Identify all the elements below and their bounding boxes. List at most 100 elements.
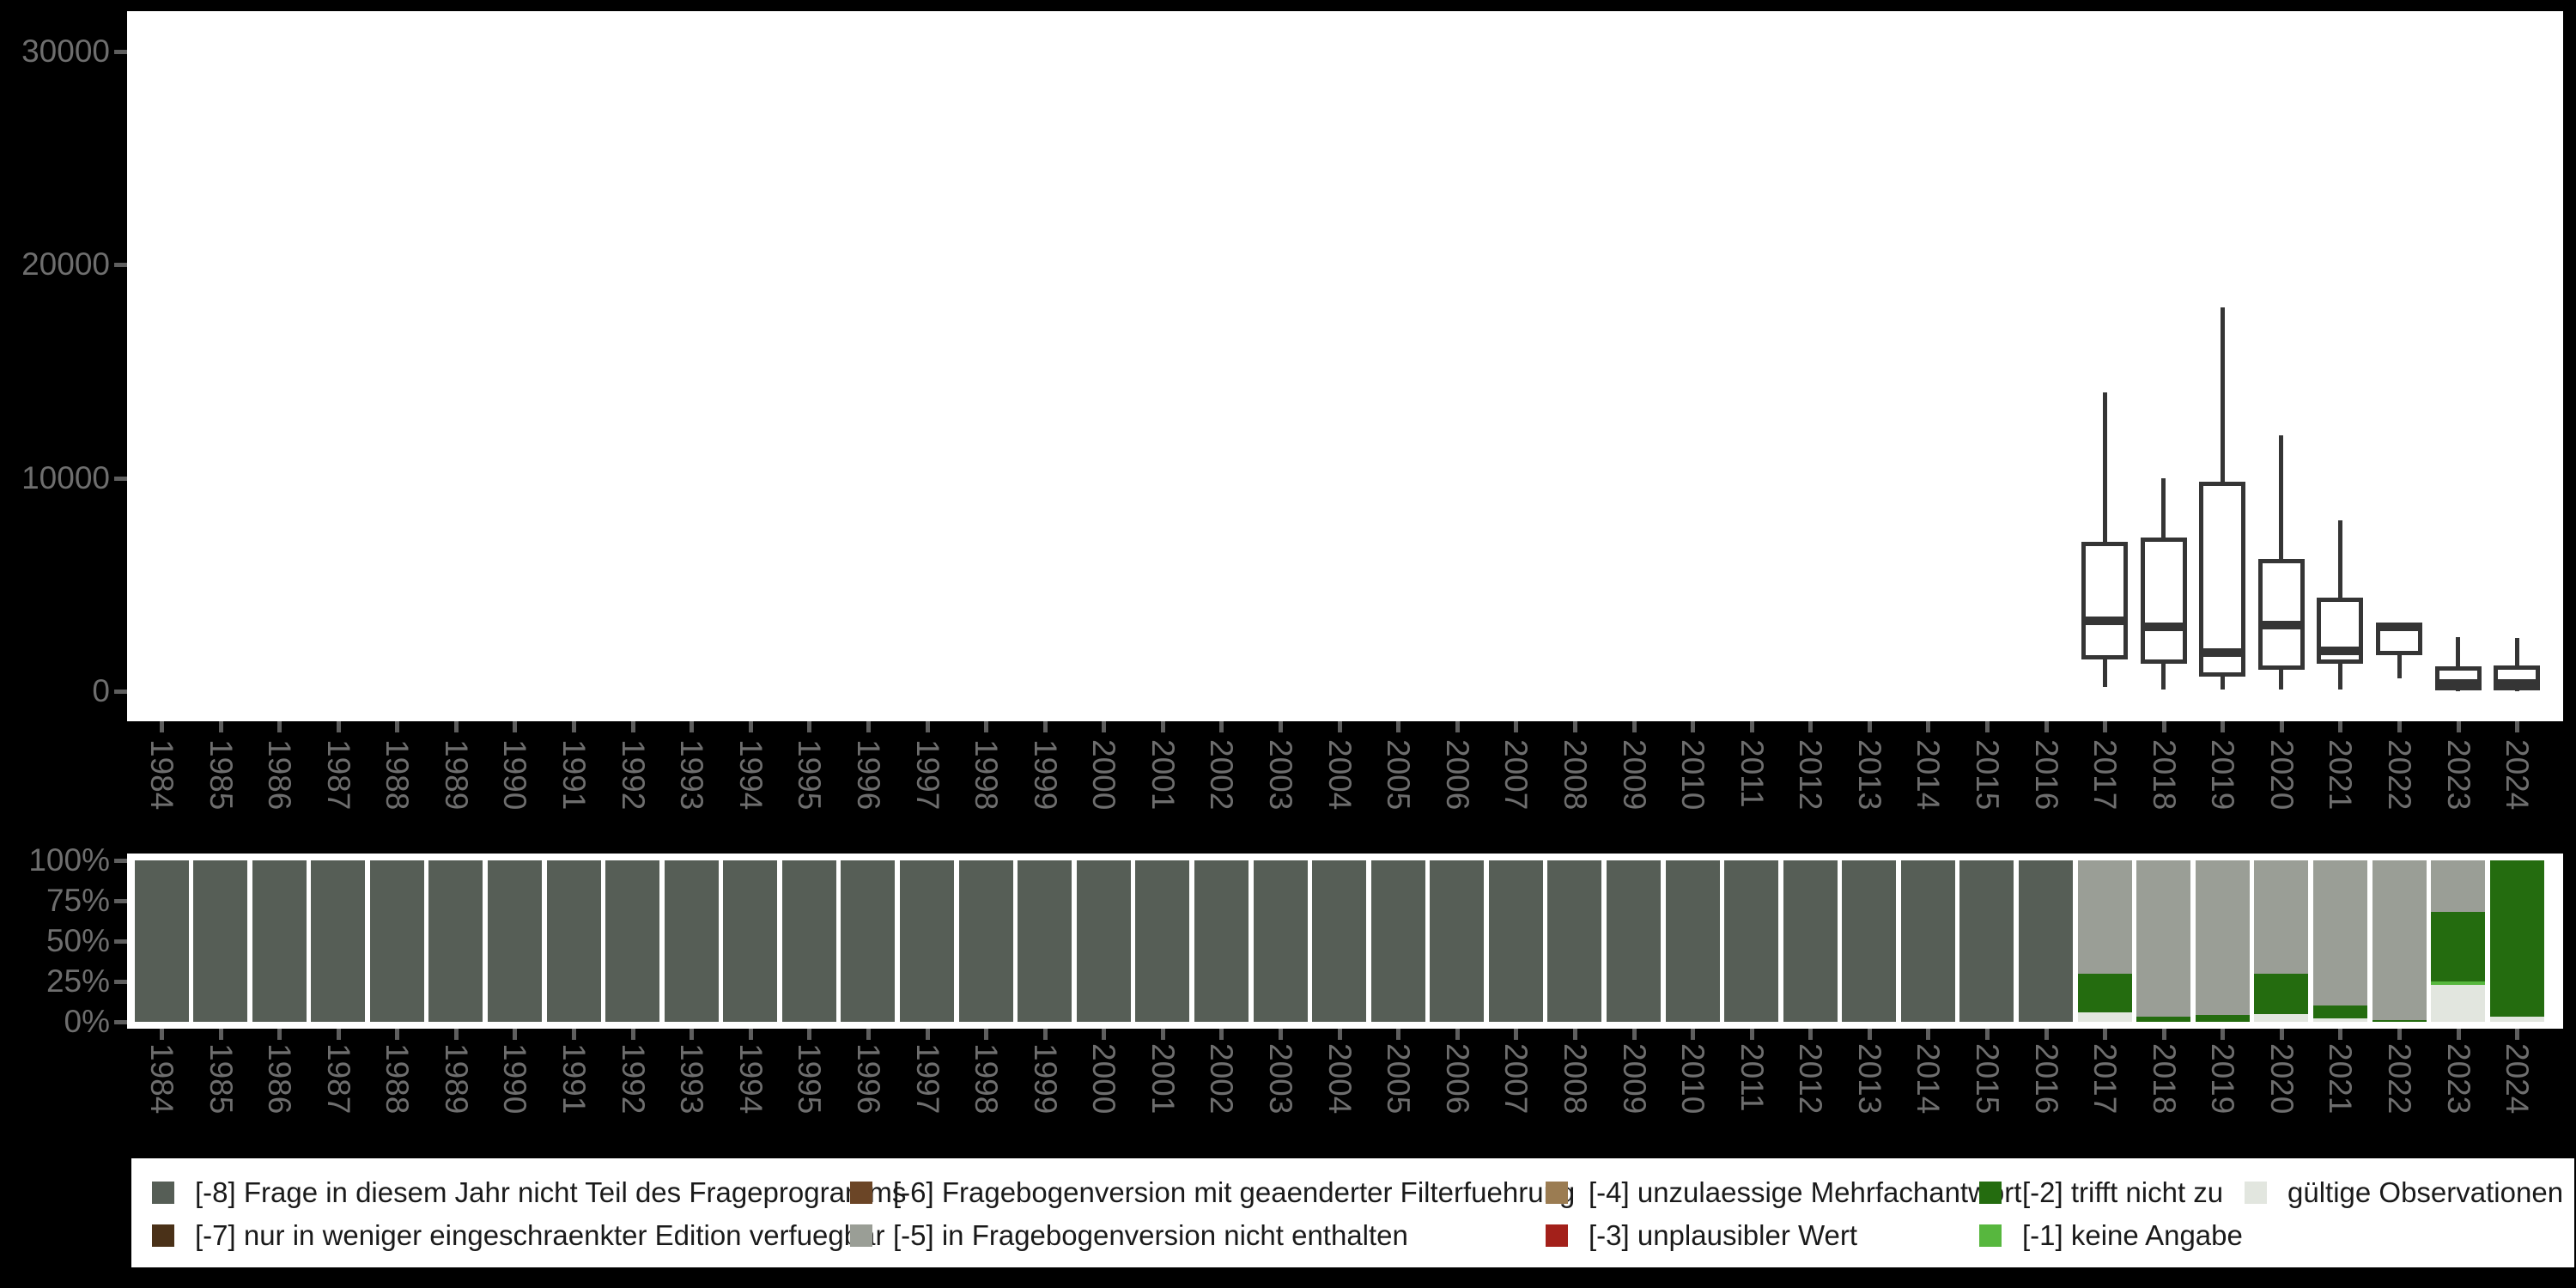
stacked-bar-x-tick-label: 1997 [909, 1043, 945, 1115]
stacked-bar-segment-m8 [546, 860, 601, 1022]
stacked-bar-x-tick-label: 1998 [969, 1043, 1005, 1115]
stacked-bar-segment-m8 [193, 860, 248, 1022]
boxplot-y-tick [114, 263, 127, 267]
stacked-bar-x-tick-label: 2007 [1498, 1043, 1534, 1115]
legend-key-m5 [850, 1224, 872, 1247]
stacked-bar-segment-m8 [2019, 860, 2074, 1022]
stacked-bar-x-tick [1337, 1029, 1342, 1040]
stacked-bar-x-tick-label: 2024 [2500, 1043, 2536, 1115]
stacked-bar-x-tick [1219, 1029, 1224, 1040]
boxplot-lower-whisker [2456, 690, 2461, 691]
stacked-bar-x-tick-label: 2020 [2263, 1043, 2300, 1115]
boxplot-x-tick-label: 1994 [732, 739, 769, 811]
legend-key-m4 [1546, 1182, 1568, 1204]
stacked-bar-x-tick-label: 1992 [615, 1043, 651, 1115]
stacked-bar-x-tick-label: 1999 [1027, 1043, 1063, 1115]
stacked-bar-segment-m8 [1900, 860, 1955, 1022]
stacked-bar-x-tick [2221, 1029, 2226, 1040]
boxplot-x-tick [1455, 721, 1460, 732]
stacked-bar-segment-valid [2312, 1018, 2367, 1022]
stacked-bar-segment-m8 [605, 860, 660, 1022]
stacked-bar-segment-m8 [1842, 860, 1897, 1022]
boxplot-x-tick [630, 721, 635, 732]
stacked-bar-segment-m1 [2431, 981, 2486, 985]
boxplot-upper-whisker [2220, 307, 2225, 483]
stacked-bar-segment-m5 [2372, 860, 2427, 1021]
stacked-bar-x-tick-label: 2014 [1911, 1043, 1947, 1115]
legend-key-m6 [850, 1182, 872, 1204]
boxplot-median-line [2199, 648, 2246, 658]
stacked-bar-segment-valid [2489, 1017, 2544, 1022]
boxplot-x-tick [1042, 721, 1048, 732]
boxplot-x-tick-label: 2018 [2146, 739, 2182, 811]
boxplot-x-tick-label: 1992 [615, 739, 651, 811]
boxplot-x-tick-label: 2000 [1086, 739, 1122, 811]
stacked-bar-x-tick-label: 1994 [732, 1043, 769, 1115]
boxplot-x-tick-label: 2006 [1439, 739, 1475, 811]
legend-label-m1: [-1] keine Angabe [2022, 1219, 2243, 1251]
boxplot-x-tick [1572, 721, 1577, 732]
stacked-bar-x-tick-label: 2004 [1321, 1043, 1358, 1115]
stacked-bar-segment-m2 [2431, 912, 2486, 981]
stacked-bar-x-tick [925, 1029, 930, 1040]
legend-label-m2: [-2] trifft nicht zu [2022, 1176, 2224, 1208]
boxplot-x-tick [2456, 721, 2461, 732]
stacked-bar-x-tick-label: 1986 [262, 1043, 298, 1115]
boxplot-y-tick-label: 30000 [21, 33, 110, 69]
boxplot-lower-whisker [2279, 670, 2284, 690]
stacked-bar-segment-valid [2254, 1013, 2309, 1022]
stacked-bar-x-tick [277, 1029, 283, 1040]
stacked-bar-x-tick-label: 2018 [2146, 1043, 2182, 1115]
stacked-bar-y-tick-label: 75% [46, 883, 110, 918]
boxplot-x-tick-label: 1998 [969, 739, 1005, 811]
boxplot-x-tick [2279, 721, 2284, 732]
boxplot-x-tick-label: 2015 [1969, 739, 2005, 811]
boxplot-x-tick [1279, 721, 1284, 732]
boxplot-box [2081, 542, 2129, 659]
stacked-bar-y-tick-label: 100% [28, 842, 110, 878]
stacked-bar-segment-m5 [2431, 860, 2486, 913]
stacked-bar-x-tick-label: 1984 [144, 1043, 179, 1115]
boxplot-x-tick-label: 2005 [1381, 739, 1417, 811]
boxplot-x-tick [160, 721, 164, 732]
stacked-bar-x-tick [218, 1029, 223, 1040]
legend-key-m3 [1546, 1224, 1568, 1247]
stacked-bar-x-tick [2338, 1029, 2343, 1040]
stacked-bar-x-tick [453, 1029, 459, 1040]
stacked-bar-x-tick [1808, 1029, 1814, 1040]
boxplot-y-tick [114, 690, 127, 694]
boxplot-x-tick [2397, 721, 2403, 732]
stacked-bar-x-tick-label: 2006 [1439, 1043, 1475, 1115]
legend-key-m1 [1979, 1224, 2002, 1247]
stacked-bar-x-tick-label: 2019 [2205, 1043, 2241, 1115]
boxplot-lower-whisker [2337, 663, 2342, 690]
boxplot-x-tick [1749, 721, 1754, 732]
stacked-bar-segment-m8 [1370, 860, 1425, 1022]
boxplot-x-tick [866, 721, 871, 732]
stacked-bar-x-tick [1631, 1029, 1637, 1040]
stacked-bar-segment-m2 [2489, 860, 2544, 1018]
stacked-bar-x-tick-label: 2000 [1086, 1043, 1122, 1115]
stacked-bar-segment-m8 [1194, 860, 1249, 1022]
legend-key-valid [2245, 1182, 2267, 1204]
stacked-bar-x-tick [1867, 1029, 1872, 1040]
stacked-bar-segment-m8 [1547, 860, 1602, 1022]
stacked-bar-x-tick-label: 2003 [1263, 1043, 1299, 1115]
stacked-bar-y-tick [114, 939, 127, 944]
boxplot-x-tick [2515, 721, 2520, 732]
boxplot-x-tick-label: 2022 [2382, 739, 2418, 811]
stacked-bar-segment-m8 [900, 860, 955, 1022]
stacked-bar-x-tick [1042, 1029, 1048, 1040]
stacked-bar-segment-m5 [2195, 860, 2250, 1015]
stacked-bar-x-tick [572, 1029, 577, 1040]
boxplot-y-tick-label: 20000 [21, 246, 110, 282]
stacked-bar-x-tick [807, 1029, 812, 1040]
stacked-bar-y-tick [114, 859, 127, 863]
stacked-bar-x-tick [2279, 1029, 2284, 1040]
stacked-bar-x-tick [866, 1029, 871, 1040]
stacked-bar-x-tick-label: 1990 [497, 1043, 533, 1115]
stacked-bar-x-tick [1279, 1029, 1284, 1040]
boxplot-upper-whisker [2102, 392, 2107, 543]
stacked-bar-segment-m8 [1430, 860, 1485, 1022]
boxplot-x-tick-label: 1991 [556, 739, 592, 811]
